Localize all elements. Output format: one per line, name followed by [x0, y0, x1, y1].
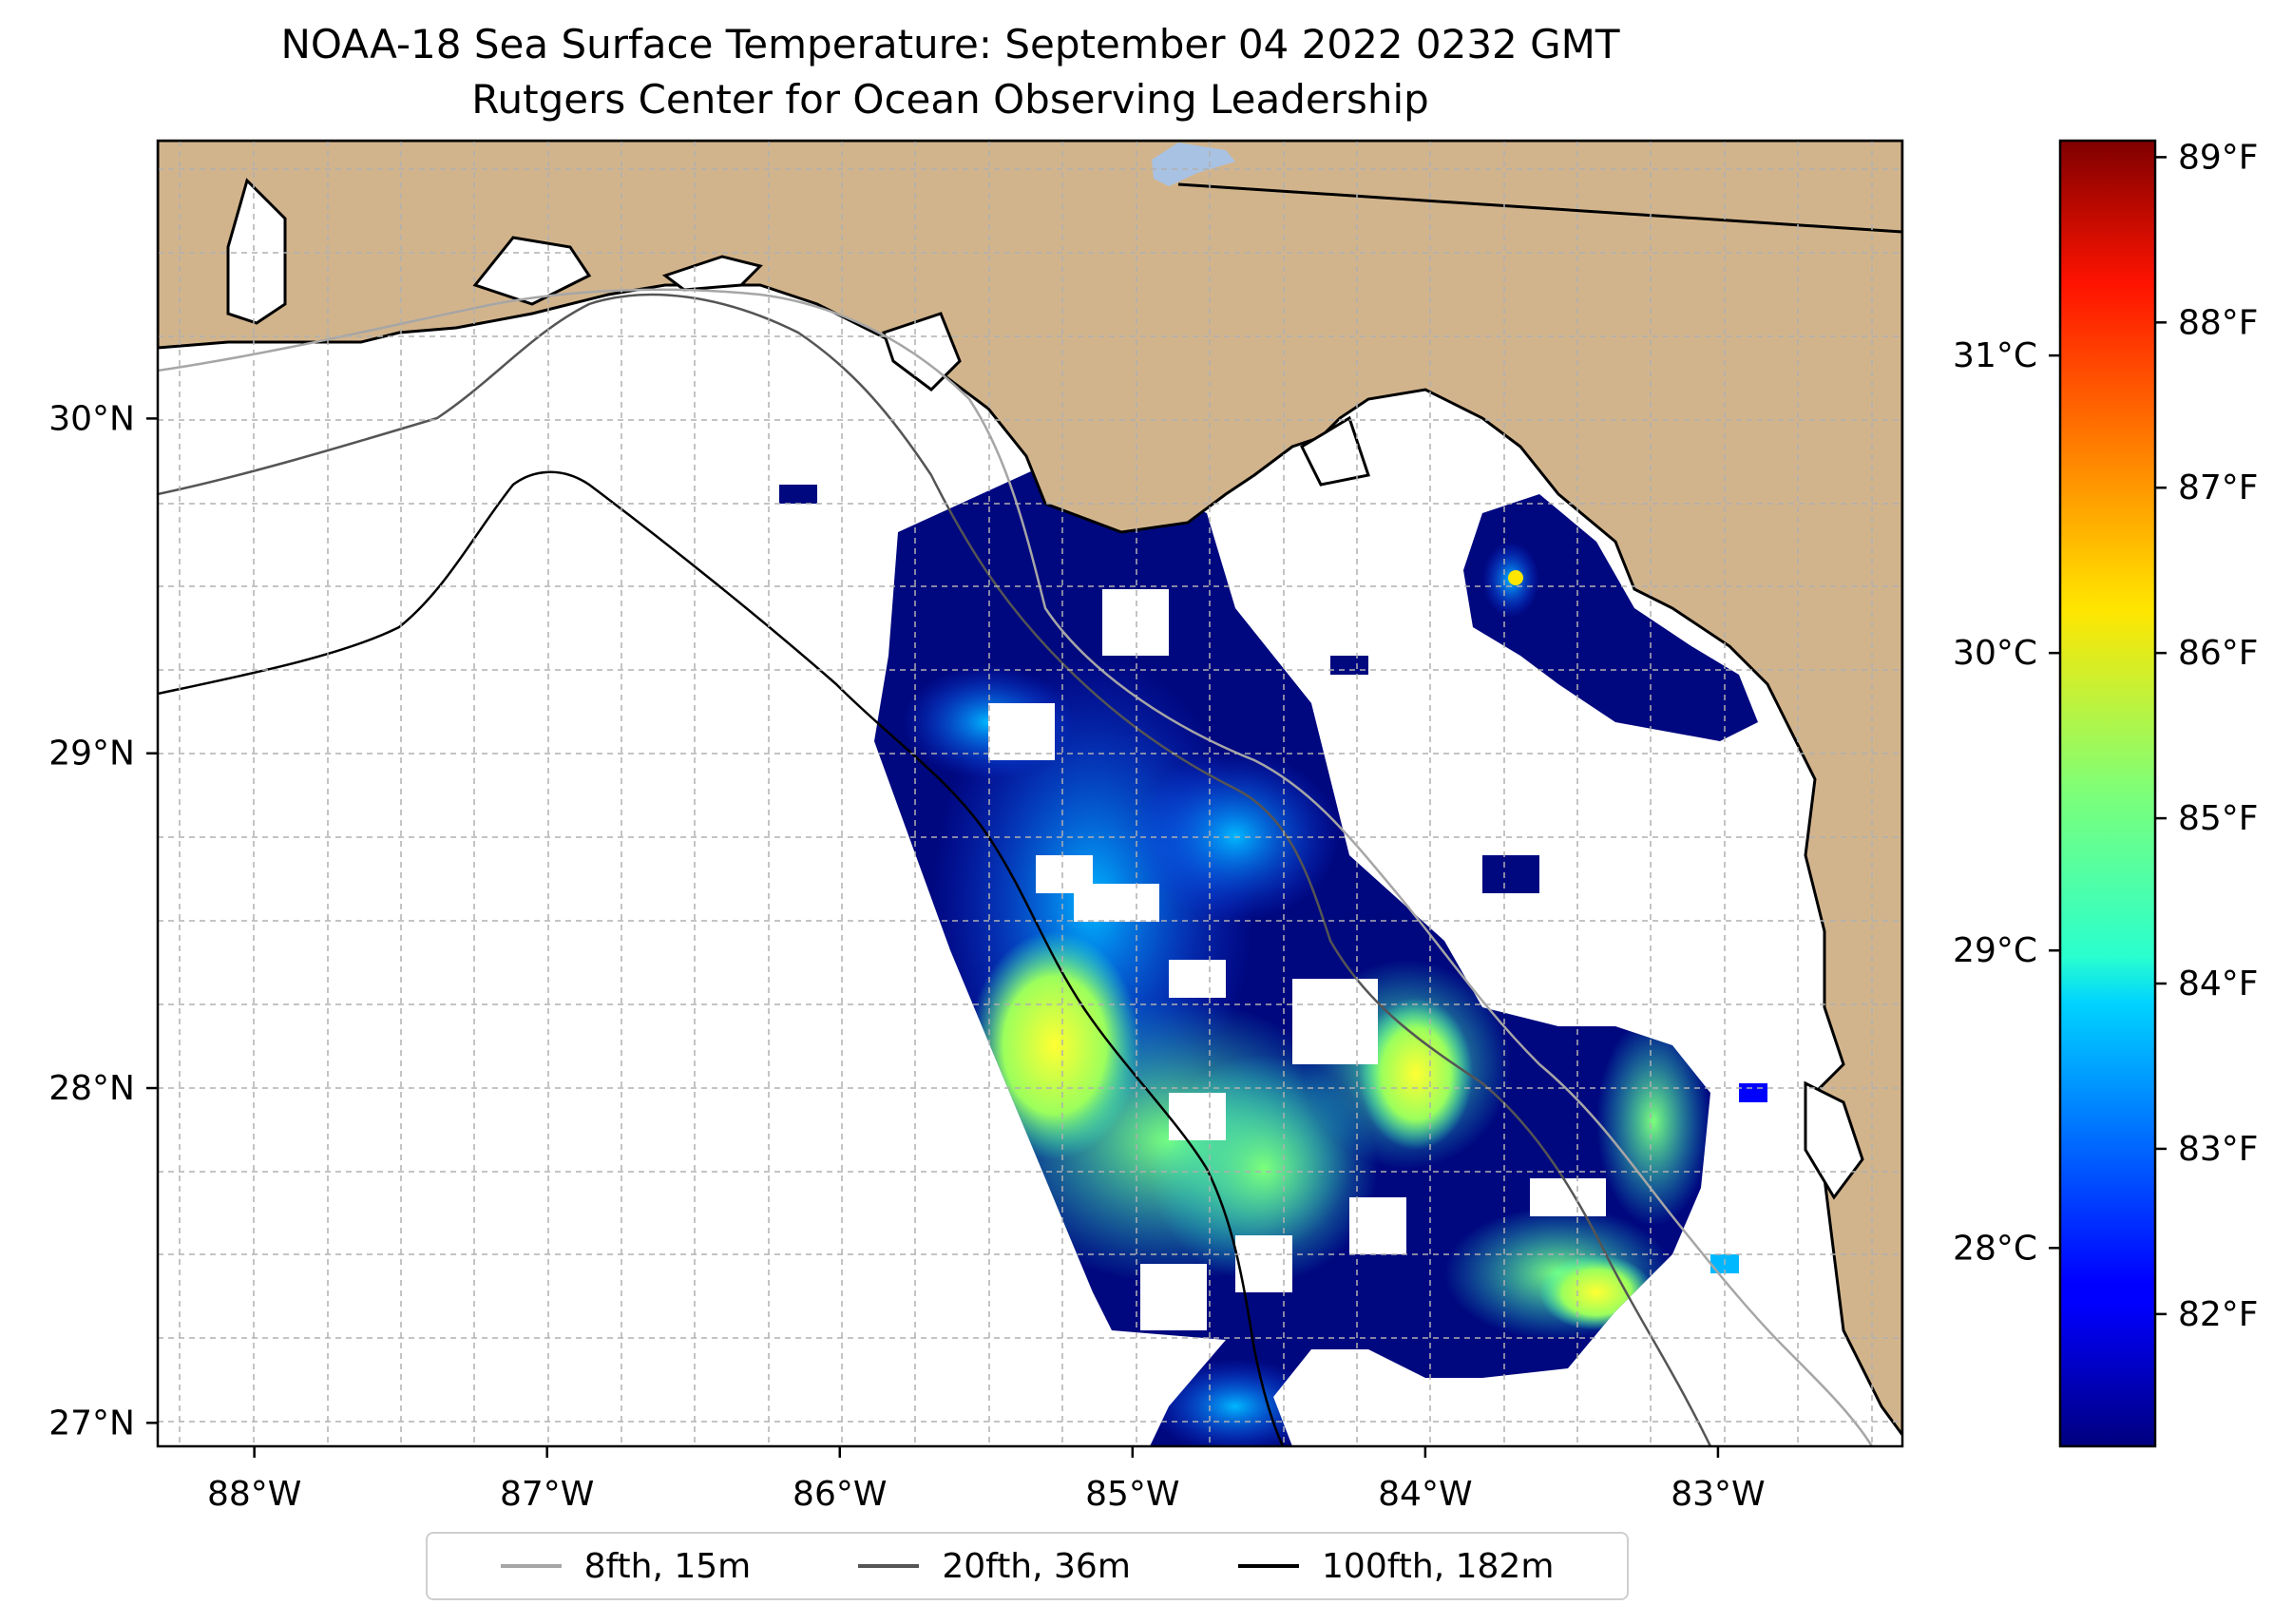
colorbar-celsius-axis: 28°C 29°C 30°C 31°C [1953, 336, 2060, 1268]
legend-label-182m: 100fth, 182m [1322, 1546, 1555, 1586]
legend-item-182m: 100fth, 182m [1238, 1547, 1554, 1586]
legend-swatch-36m [858, 1564, 920, 1568]
legend-item-36m: 20fth, 36m [858, 1547, 1131, 1586]
legend-item-15m: 8fth, 15m [500, 1546, 752, 1586]
lake [1152, 143, 1235, 186]
state-border [1177, 182, 1902, 234]
celsius-tick-label: 31°C [1953, 336, 2037, 375]
lon-tick-label: 83°W [1671, 1475, 1765, 1514]
sst-patch-north [1463, 494, 1758, 741]
lon-tick-label: 87°W [500, 1475, 594, 1514]
lat-tick-label: 28°N [48, 1069, 135, 1108]
map-title-line1: NOAA-18 Sea Surface Temperature: Septemb… [280, 21, 1620, 67]
celsius-tick-label: 29°C [1953, 931, 2037, 970]
isobath-36m [158, 293, 1712, 1446]
fahrenheit-tick-label: 86°F [2178, 634, 2259, 673]
longitude-axis: 88°W 87°W 86°W 85°W 84°W 83°W [207, 1446, 1766, 1514]
mobile-bay [226, 178, 287, 325]
legend-label-36m: 20fth, 36m [942, 1546, 1131, 1586]
lon-tick-label: 84°W [1378, 1475, 1472, 1514]
map-frame [156, 139, 1904, 1448]
legend-swatch-15m [500, 1564, 562, 1568]
legend-swatch-182m [1238, 1564, 1300, 1568]
fahrenheit-tick-label: 87°F [2178, 468, 2259, 507]
fahrenheit-tick-label: 84°F [2178, 965, 2259, 1003]
lon-tick-label: 88°W [207, 1475, 301, 1514]
lon-tick-label: 85°W [1085, 1475, 1179, 1514]
isobath-legend: 8fth, 15m 20fth, 36m 100fth, 182m [426, 1532, 1629, 1600]
fahrenheit-tick-label: 89°F [2178, 138, 2259, 177]
celsius-tick-label: 30°C [1953, 634, 2037, 673]
lat-tick-label: 29°N [48, 735, 135, 774]
legend-label-15m: 8fth, 15m [583, 1546, 752, 1586]
lat-tick-label: 30°N [48, 399, 135, 438]
fahrenheit-tick-label: 85°F [2178, 799, 2259, 838]
lat-tick-label: 27°N [48, 1404, 135, 1442]
celsius-tick-label: 28°C [1953, 1229, 2037, 1268]
isobath-15m [158, 288, 1874, 1446]
colorbar-fahrenheit-axis: 82°F 83°F 84°F 85°F 86°F 87°F 88°F 89°F [2155, 138, 2259, 1334]
gridlines [158, 141, 1902, 1446]
fahrenheit-tick-label: 82°F [2178, 1295, 2259, 1334]
fahrenheit-tick-label: 88°F [2178, 303, 2259, 342]
isobath-182m [158, 470, 1285, 1446]
land-mass [158, 141, 1902, 1438]
map-title-line2: Rutgers Center for Ocean Observing Leade… [471, 76, 1429, 123]
lon-tick-label: 86°W [793, 1475, 887, 1514]
latitude-axis: 27°N 28°N 29°N 30°N [48, 399, 158, 1442]
fahrenheit-tick-label: 83°F [2178, 1130, 2259, 1169]
colorbar [2058, 139, 2157, 1448]
